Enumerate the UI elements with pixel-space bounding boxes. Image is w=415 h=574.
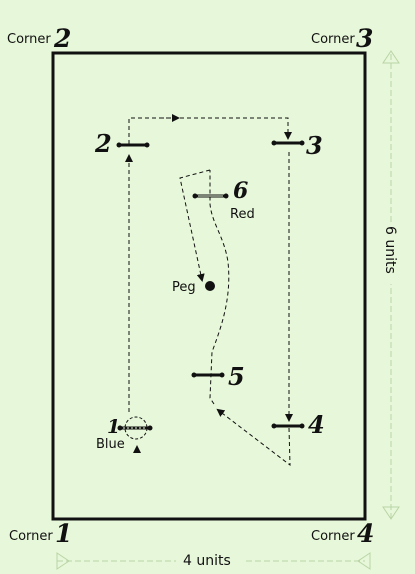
peg-label: Peg bbox=[172, 280, 196, 295]
station-2-number: 2 bbox=[94, 129, 112, 158]
svg-text:Corner: Corner bbox=[7, 32, 51, 47]
station-5: 5 bbox=[191, 362, 245, 391]
station-1: 1 Blue bbox=[96, 416, 153, 453]
height-label: 6 units bbox=[382, 226, 398, 274]
height-dimension: 6 units bbox=[380, 50, 402, 520]
svg-text:4: 4 bbox=[357, 519, 374, 548]
station-1-number: 1 bbox=[107, 416, 120, 438]
station-1-start-arrow bbox=[133, 445, 141, 453]
station-6: 6 Red bbox=[192, 178, 255, 222]
station-2: 2 bbox=[94, 129, 150, 158]
route-segment-6-to-peg bbox=[179, 169, 211, 282]
svg-text:Corner: Corner bbox=[311, 32, 355, 47]
route-segment-2-to-3 bbox=[128, 117, 292, 144]
svg-text:Corner: Corner bbox=[9, 529, 53, 544]
station-3: 3 bbox=[271, 131, 323, 160]
station-3-number: 3 bbox=[306, 131, 323, 160]
svg-text:3: 3 bbox=[356, 24, 373, 53]
station-6-number: 6 bbox=[233, 178, 248, 204]
route-segment-4-to-5 bbox=[216, 408, 291, 467]
station-1-sublabel: Blue bbox=[96, 437, 125, 452]
svg-text:2: 2 bbox=[53, 24, 71, 53]
station-4-number: 4 bbox=[308, 410, 325, 439]
corner-4-label: Corner 4 bbox=[311, 519, 374, 548]
route-segment-5-to-6 bbox=[209, 170, 230, 405]
station-6-sublabel: Red bbox=[230, 207, 255, 222]
station-4: 4 bbox=[271, 410, 325, 439]
arena-boundary bbox=[51, 51, 367, 521]
svg-text:Corner: Corner bbox=[311, 529, 355, 544]
corner-2-label: Corner 2 bbox=[7, 24, 71, 53]
route-path bbox=[125, 114, 293, 467]
peg: Peg bbox=[172, 280, 215, 295]
svg-text:1: 1 bbox=[55, 519, 72, 548]
corner-1-label: Corner 1 bbox=[9, 519, 72, 548]
station-5-number: 5 bbox=[228, 362, 245, 391]
width-dimension: 4 units bbox=[56, 550, 371, 570]
width-label: 4 units bbox=[183, 553, 231, 569]
corner-3-label: Corner 3 bbox=[311, 24, 373, 53]
peg-dot bbox=[205, 281, 215, 291]
